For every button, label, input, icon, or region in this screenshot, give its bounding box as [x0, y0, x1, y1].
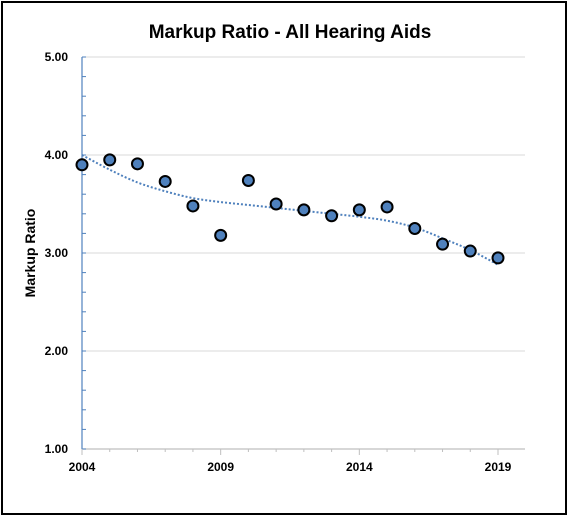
y-tick-label: 3.00	[45, 246, 69, 260]
x-tick-label: 2019	[485, 460, 512, 474]
y-tick-label: 1.00	[45, 442, 69, 456]
data-point	[380, 200, 394, 214]
data-point	[491, 251, 505, 265]
data-point	[269, 197, 283, 211]
x-tick-label: 2004	[69, 460, 96, 474]
data-point	[463, 244, 477, 258]
chart-title: Markup Ratio - All Hearing Aids	[149, 22, 432, 43]
tick-labels: 1.00 2.00 3.00 4.00 5.00 2004 2009 2014 2019	[45, 50, 512, 474]
gridlines	[82, 56, 525, 352]
x-tick-label: 2014	[346, 460, 373, 474]
data-points	[75, 153, 505, 265]
x-tick-label: 2009	[207, 460, 234, 474]
data-point	[130, 157, 144, 171]
data-point	[408, 222, 422, 235]
y-axis-label: Markup Ratio	[22, 209, 38, 298]
data-point	[158, 174, 172, 188]
data-point	[297, 203, 311, 217]
data-point	[75, 158, 89, 172]
data-point	[352, 203, 366, 217]
y-tick-label: 4.00	[45, 148, 69, 162]
data-point	[241, 173, 255, 187]
data-point	[325, 209, 339, 223]
trendline	[81, 154, 499, 266]
axes	[81, 56, 525, 455]
y-tick-label: 2.00	[45, 344, 69, 358]
data-point	[214, 228, 228, 242]
data-point	[103, 153, 117, 167]
data-point	[436, 237, 450, 251]
y-tick-label: 5.00	[45, 50, 69, 64]
data-point	[186, 199, 200, 213]
